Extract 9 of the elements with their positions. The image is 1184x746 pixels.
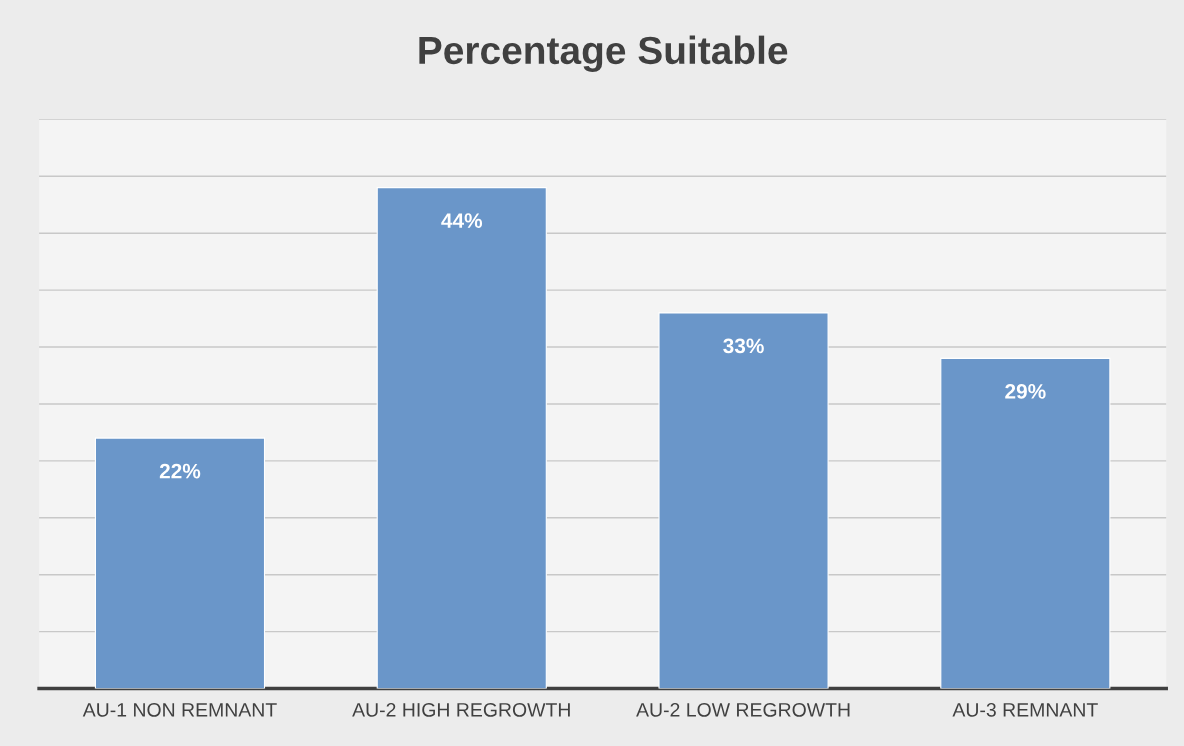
x-tick-label: AU-3 REMNANT — [952, 702, 1098, 717]
x-tick-label: AU-2 LOW REGROWTH — [636, 702, 850, 717]
data-label: 44% — [441, 213, 483, 228]
data-label: 29% — [1005, 384, 1046, 399]
data-label: 22% — [159, 463, 201, 479]
chart-title: Percentage Suitable — [419, 35, 788, 73]
x-tick-label: AU-1 NON REMNANT — [82, 702, 277, 717]
data-label: 33% — [723, 338, 764, 354]
x-tick-label: AU-2 HIGH REGROWTH — [352, 702, 570, 717]
